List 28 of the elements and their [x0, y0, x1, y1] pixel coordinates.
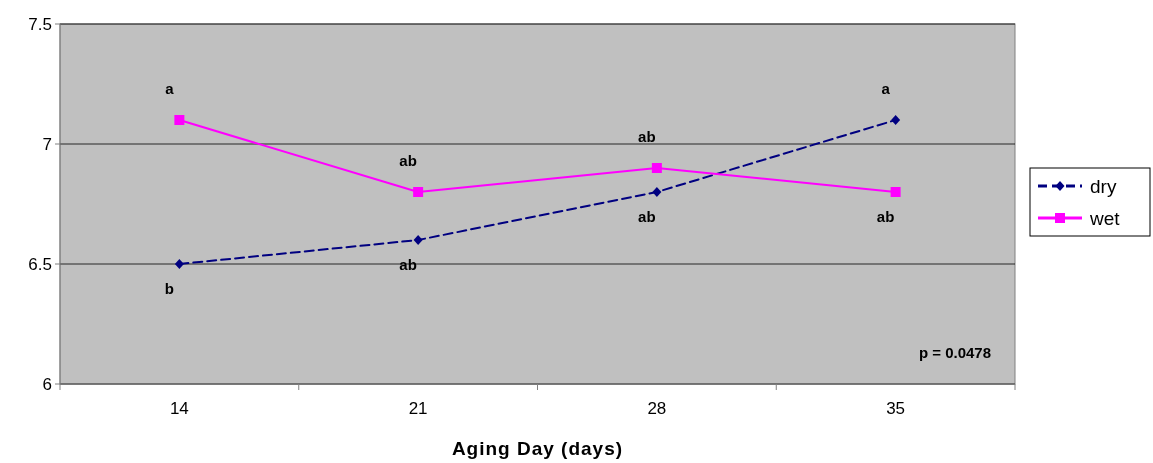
annotation: ab: [638, 208, 656, 225]
x-tick-label: 21: [408, 399, 428, 418]
annotation: b: [164, 280, 174, 297]
annotation: p = 0.0478: [918, 344, 992, 361]
annotation: ab: [876, 208, 895, 225]
point: [651, 163, 662, 173]
y-tick-label: 7: [42, 134, 52, 154]
y-tick-label: 6.5: [28, 254, 52, 274]
annotation: a: [881, 80, 891, 97]
point: [890, 187, 901, 197]
annotation: a: [165, 80, 175, 97]
point: [652, 187, 662, 197]
point: [413, 187, 424, 197]
x-tick-label: 28: [647, 399, 667, 418]
legend-label: wet: [1089, 207, 1121, 229]
point: [413, 235, 423, 245]
point: [174, 115, 185, 125]
point: [174, 259, 184, 269]
x-tick-label: 14: [169, 399, 189, 418]
x-tick-label: 35: [886, 399, 906, 418]
y-tick-label: 6: [42, 374, 52, 394]
annotation: ab: [399, 152, 417, 169]
annotation: ab: [399, 256, 417, 273]
y-tick-label: 7.5: [28, 14, 52, 34]
annotation: ab: [638, 128, 656, 145]
x-axis-title: Aging Day (days): [451, 438, 624, 459]
legend-label: dry: [1090, 175, 1117, 197]
point: [891, 115, 901, 125]
